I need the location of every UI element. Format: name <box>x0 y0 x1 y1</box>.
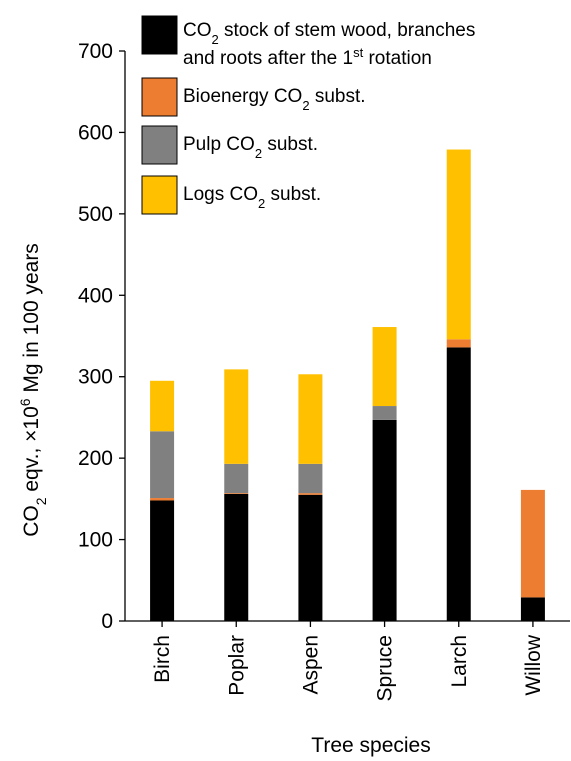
bar-willow-series-1 <box>520 489 545 598</box>
bar-spruce-series-2 <box>372 406 397 420</box>
legend-label-pulp: Pulp CO2 subst. <box>183 134 318 161</box>
y-axis-title: CO2 eqv., ×106 Mg in 100 years <box>17 243 49 537</box>
legend-swatch-pulp <box>141 125 178 165</box>
legend-label-stock-line1: CO2 stock of stem wood, branches <box>183 20 475 47</box>
legend-item-stock: CO2 stock of stem wood, branches and roo… <box>141 15 475 70</box>
x-tick-label-spruce: Spruce <box>374 635 397 702</box>
bar-larch-series-1 <box>446 339 471 348</box>
legend-swatch-stock <box>141 15 178 55</box>
legend-item-pulp: Pulp CO2 subst. <box>141 125 318 165</box>
x-axis-title: Tree species <box>311 734 430 757</box>
bar-willow-series-0 <box>520 597 545 621</box>
bar-birch-series-0 <box>150 500 175 621</box>
y-tick-label: 600 <box>78 121 113 144</box>
legend-item-bioenergy: Bioenergy CO2 subst. <box>141 77 366 117</box>
legend-label-bioenergy: Bioenergy CO2 subst. <box>183 86 366 113</box>
y-tick-label: 100 <box>78 529 113 552</box>
bar-birch-series-3 <box>150 380 175 432</box>
bar-aspen-series-1 <box>298 493 323 495</box>
y-tick-label: 200 <box>78 447 113 470</box>
x-tick-label-aspen: Aspen <box>299 635 322 695</box>
y-tick-label: 500 <box>78 203 113 226</box>
bar-poplar-series-2 <box>224 463 249 494</box>
bar-aspen-series-3 <box>298 374 323 464</box>
y-tick-label: 700 <box>78 40 113 63</box>
y-tick-label: 300 <box>78 366 113 389</box>
bar-larch-series-0 <box>446 347 471 621</box>
bar-poplar-series-0 <box>224 493 249 621</box>
legend-swatch-logs <box>141 175 178 215</box>
y-axis: 0 100 200 300 400 500 600 700 <box>78 40 126 633</box>
legend-label-stock-line2: and roots after the 1st rotation <box>183 45 432 70</box>
x-tick-label-poplar: Poplar <box>225 635 248 696</box>
legend-label-logs: Logs CO2 subst. <box>183 184 321 211</box>
x-tick-label-larch: Larch <box>448 635 471 688</box>
bar-spruce-series-0 <box>372 419 397 621</box>
y-tick-label: 0 <box>101 610 113 633</box>
bar-larch-series-3 <box>446 149 471 340</box>
bar-spruce-series-3 <box>372 327 397 407</box>
bar-aspen-series-0 <box>298 494 323 621</box>
x-tick-label-birch: Birch <box>151 635 174 683</box>
legend-item-logs: Logs CO2 subst. <box>141 175 321 215</box>
bar-aspen-series-2 <box>298 463 323 494</box>
legend-swatch-bioenergy <box>141 77 178 117</box>
bar-birch-series-1 <box>150 498 175 501</box>
y-tick-label: 400 <box>78 284 113 307</box>
bar-poplar-series-3 <box>224 369 249 464</box>
bar-birch-series-2 <box>150 431 175 499</box>
legend: CO2 stock of stem wood, branches and roo… <box>141 15 475 215</box>
x-axis: Birch Poplar Aspen Spruce Larch Willow <box>125 620 570 702</box>
x-tick-label-willow: Willow <box>522 634 545 695</box>
bar-poplar-series-1 <box>224 493 249 494</box>
bars-group <box>150 149 545 621</box>
